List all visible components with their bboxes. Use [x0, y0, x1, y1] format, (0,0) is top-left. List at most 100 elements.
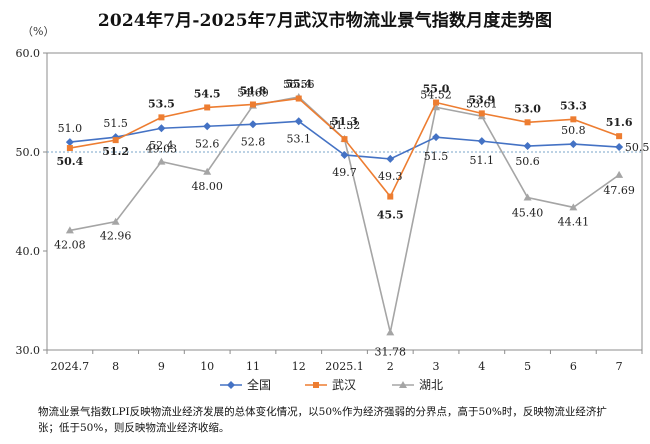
data-point-national [248, 120, 257, 129]
legend-marker-wuhan [313, 382, 319, 388]
data-label-wuhan: 55.4 [285, 78, 312, 91]
legend-marker-hubei [399, 381, 407, 388]
x-tick-label: 10 [200, 360, 214, 373]
data-point-wuhan [249, 101, 256, 108]
data-point-wuhan [295, 95, 302, 102]
data-label-hubei: 42.08 [54, 238, 86, 251]
x-tick-label: 9 [158, 360, 165, 373]
data-point-wuhan [204, 104, 211, 111]
legend-label-wuhan: 武汉 [332, 378, 356, 392]
data-point-national [65, 138, 74, 147]
legend-marker-national [227, 381, 235, 389]
data-point-hubei [432, 103, 441, 111]
data-label-wuhan: 50.4 [56, 155, 83, 168]
data-label-hubei: 51.32 [329, 119, 361, 132]
x-tick-label: 11 [246, 360, 260, 373]
data-point-national [477, 137, 486, 146]
legend-item-hubei: 湖北 [392, 377, 443, 392]
data-label-hubei: 31.78 [375, 345, 407, 358]
data-label-hubei: 53.61 [466, 97, 498, 110]
data-label-national: 51.5 [103, 117, 128, 130]
data-label-national: 50.8 [561, 124, 586, 137]
x-tick-label: 2 [387, 360, 394, 373]
data-point-hubei [111, 217, 120, 225]
data-label-wuhan: 53.0 [514, 102, 541, 115]
data-point-wuhan [341, 136, 348, 143]
data-label-national: 51.1 [470, 154, 495, 167]
x-tick-label: 3 [433, 360, 440, 373]
x-tick-label: 12 [292, 360, 306, 373]
data-point-wuhan [478, 110, 485, 117]
y-tick-label: 30.0 [16, 344, 41, 357]
x-tick-label: 6 [570, 360, 577, 373]
data-label-hubei: 49.03 [146, 143, 178, 156]
data-label-wuhan: 53.9 [468, 93, 495, 106]
y-tick-label: 60.0 [16, 47, 41, 60]
x-tick-label: 2024.7 [51, 360, 90, 373]
data-point-national [386, 154, 395, 163]
data-label-hubei: 45.40 [512, 207, 544, 220]
data-point-wuhan [570, 116, 577, 123]
data-point-hubei [569, 203, 578, 211]
x-tick-label: 7 [616, 360, 623, 373]
y-tick-label: 50.0 [16, 146, 41, 159]
data-label-wuhan: 53.3 [560, 99, 587, 112]
data-label-wuhan: 54.5 [194, 87, 221, 100]
data-point-national [340, 150, 349, 159]
plot-area-frame [46, 52, 643, 351]
data-label-wuhan: 53.5 [148, 97, 175, 110]
data-point-national [432, 133, 441, 142]
data-point-hubei [65, 226, 74, 234]
y-tick-label: 40.0 [16, 245, 41, 258]
data-point-wuhan [616, 133, 623, 140]
x-tick-label: 5 [524, 360, 531, 373]
legend-item-wuhan: 武汉 [305, 378, 356, 392]
chart-data-labels: 51.0 51.5 52.4 52.6 52.8 53.1 49.7 49.3 51.5 51.1… [54, 78, 649, 359]
data-point-wuhan [433, 99, 440, 106]
chart-footnote: 物流业景气指数LPI反映物流业经济发展的总体变化情况，以50%作为经济强弱的分界… [38, 406, 607, 434]
data-label-hubei: 47.69 [603, 184, 635, 197]
legend-label-national: 全国 [247, 377, 271, 392]
data-label-national: 53.1 [286, 132, 311, 145]
data-point-wuhan [158, 114, 165, 121]
data-label-hubei: 54.52 [420, 88, 452, 101]
data-point-hubei [386, 328, 395, 336]
data-label-hubei: 42.96 [100, 230, 132, 243]
data-label-wuhan: 55.0 [423, 83, 450, 96]
data-label-national: 51.5 [424, 150, 449, 163]
chart-series [65, 92, 624, 336]
data-point-hubei [615, 170, 624, 178]
series-wuhan [66, 95, 623, 200]
data-point-national [615, 143, 624, 152]
data-point-national [203, 122, 212, 131]
data-point-hubei [203, 167, 212, 175]
data-label-national: 50.6 [515, 155, 540, 168]
data-point-national [523, 142, 532, 151]
data-label-national: 52.4 [149, 139, 174, 152]
data-label-national: 50.5 [625, 141, 650, 154]
y-axis-unit-label: （%） [22, 25, 54, 38]
x-tick-label: 4 [478, 360, 485, 373]
data-point-wuhan [112, 137, 119, 144]
data-label-wuhan: 51.3 [331, 115, 358, 128]
data-label-hubei: 44.41 [558, 215, 590, 228]
data-point-hubei [157, 157, 166, 165]
data-point-national [569, 140, 578, 149]
chart-legend: 全国 武汉 湖北 [220, 377, 443, 392]
data-label-wuhan: 45.5 [377, 209, 404, 222]
data-label-national: 51.0 [58, 122, 83, 135]
data-label-hubei: 48.00 [191, 180, 223, 193]
legend-label-hubei: 湖北 [419, 377, 443, 392]
data-label-national: 52.8 [241, 135, 266, 148]
data-label-national: 52.6 [195, 137, 220, 150]
data-point-wuhan [66, 145, 73, 152]
data-label-national: 49.3 [378, 170, 403, 183]
data-point-wuhan [524, 119, 531, 126]
data-label-hubei: 54.69 [237, 87, 269, 100]
data-label-wuhan: 54.8 [240, 84, 267, 97]
data-label-wuhan: 51.2 [102, 145, 129, 158]
data-point-national [157, 124, 166, 133]
data-point-national [294, 117, 303, 126]
